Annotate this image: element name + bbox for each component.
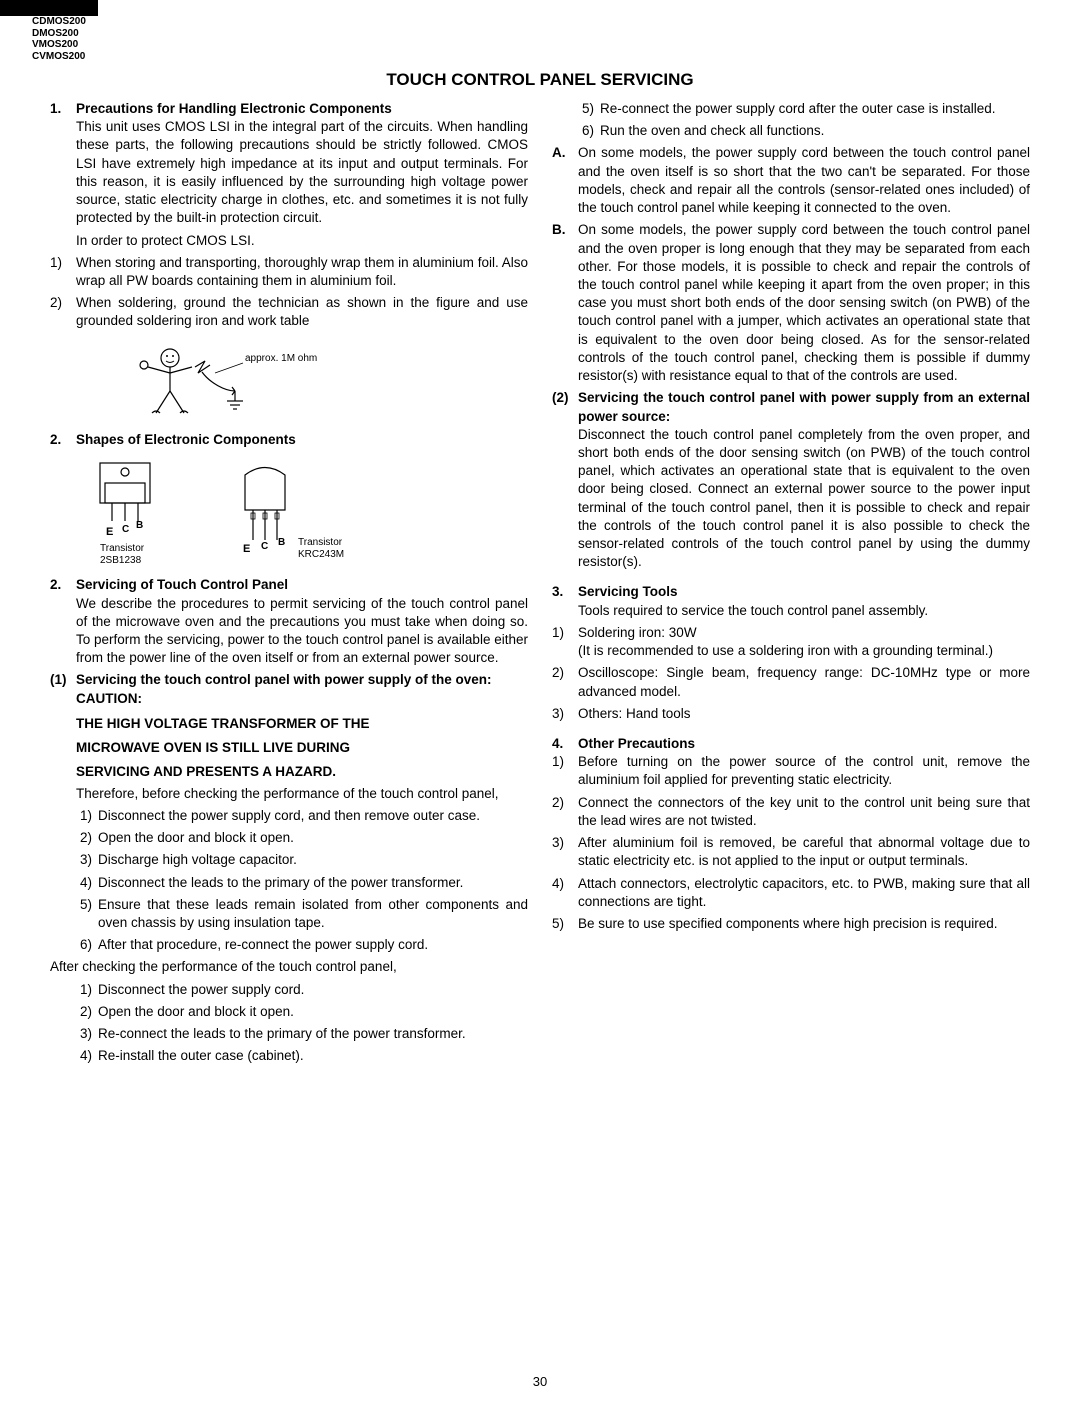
s4-li6-num: 6)	[76, 936, 98, 958]
sec1-li2-num: 2)	[50, 294, 76, 334]
rs3-li1-num: 1)	[552, 624, 578, 664]
sec1-p1: This unit uses CMOS LSI in the integral …	[76, 118, 528, 227]
sec4-p1: Therefore, before checking the performan…	[50, 785, 528, 803]
s4-li1-num: 1)	[76, 807, 98, 829]
sec4-head: Servicing the touch control panel with p…	[76, 671, 528, 689]
svg-text:E: E	[243, 543, 250, 555]
rs4-li1-num: 1)	[552, 753, 578, 793]
warn1: THE HIGH VOLTAGE TRANSFORMER OF THE	[50, 712, 528, 736]
rs3-li3: Others: Hand tools	[578, 705, 1030, 723]
rs4-li4: Attach connectors, electrolytic capacito…	[578, 875, 1030, 911]
sec4-p2: After checking the performance of the to…	[50, 958, 528, 976]
s4-li6: After that procedure, re-connect the pow…	[98, 936, 528, 954]
rA-num: A.	[552, 144, 578, 221]
rA-text: On some models, the power supply cord be…	[578, 144, 1030, 217]
model-4: CVMOS200	[32, 51, 86, 63]
header-black-box	[0, 0, 98, 16]
s4-li10-num: 4)	[76, 1047, 98, 1069]
s4-li9: Re-connect the leads to the primary of t…	[98, 1025, 528, 1043]
sec3-head: Servicing of Touch Control Panel	[76, 576, 528, 594]
s4-li2-num: 2)	[76, 829, 98, 851]
content-columns: 1. Precautions for Handling Electronic C…	[50, 100, 1030, 1070]
s4-li9-num: 3)	[76, 1025, 98, 1047]
sec2-num: 2.	[50, 431, 76, 449]
sec1-p2: In order to protect CMOS LSI.	[76, 232, 528, 250]
r-li6: Run the oven and check all functions.	[600, 122, 1030, 140]
left-column: 1. Precautions for Handling Electronic C…	[50, 100, 528, 1070]
right-column: 5)Re-connect the power supply cord after…	[552, 100, 1030, 1070]
svg-text:Transistor: Transistor	[100, 543, 145, 554]
s4-li4-num: 4)	[76, 874, 98, 896]
technician-figure: approx. 1M ohm	[110, 343, 528, 423]
components-figure: E C B Transistor 2SB1238 E C B Transisto…	[80, 455, 528, 570]
rs4-li2-num: 2)	[552, 794, 578, 834]
model-numbers: CDMOS200 DMOS200 VMOS200 CVMOS200	[32, 16, 86, 62]
s4-li3: Discharge high voltage capacitor.	[98, 851, 528, 869]
model-2: DMOS200	[32, 28, 86, 40]
svg-text:B: B	[136, 520, 143, 531]
rB-text: On some models, the power supply cord be…	[578, 221, 1030, 385]
svg-text:C: C	[122, 524, 129, 535]
page-number: 30	[0, 1374, 1080, 1389]
rs4-li4-num: 4)	[552, 875, 578, 915]
page-title: TOUCH CONTROL PANEL SERVICING	[50, 70, 1030, 90]
rs4-li3: After aluminium foil is removed, be care…	[578, 834, 1030, 870]
rs3-li3-num: 3)	[552, 705, 578, 727]
r3-head: Servicing the touch control panel with p…	[578, 389, 1030, 425]
svg-text:C: C	[261, 541, 268, 552]
svg-text:Transistor: Transistor	[298, 537, 343, 548]
rs4-li5-num: 5)	[552, 915, 578, 937]
sec4-num: (1)	[50, 671, 76, 689]
svg-text:2SB1238: 2SB1238	[100, 555, 142, 565]
rs4-num: 4.	[552, 735, 578, 753]
r-li5-num: 5)	[578, 100, 600, 122]
rs3-p1: Tools required to service the touch cont…	[552, 602, 1030, 620]
rB-num: B.	[552, 221, 578, 389]
s4-li5: Ensure that these leads remain isolated …	[98, 896, 528, 932]
svg-text:KRC243M: KRC243M	[298, 549, 344, 560]
sec1-li1: When storing and transporting, thoroughl…	[76, 254, 528, 290]
svg-text:B: B	[278, 537, 285, 548]
rs4-li2: Connect the connectors of the key unit t…	[578, 794, 1030, 830]
sec1-num: 1.	[50, 100, 76, 254]
warn3: SERVICING AND PRESENTS A HAZARD.	[50, 760, 528, 784]
model-3: VMOS200	[32, 39, 86, 51]
s4-li3-num: 3)	[76, 851, 98, 873]
caution-label: CAUTION:	[50, 690, 528, 708]
sec1-head: Precautions for Handling Electronic Comp…	[76, 100, 528, 118]
fig1-label: approx. 1M ohm	[245, 353, 317, 364]
sec3-p1: We describe the procedures to permit ser…	[76, 595, 528, 668]
s4-li1: Disconnect the power supply cord, and th…	[98, 807, 528, 825]
model-1: CDMOS200	[32, 16, 86, 28]
rs4-li5: Be sure to use specified components wher…	[578, 915, 1030, 933]
s4-li7: Disconnect the power supply cord.	[98, 981, 528, 999]
s4-li10: Re-install the outer case (cabinet).	[98, 1047, 528, 1065]
sec3-num: 2.	[50, 576, 76, 671]
rs3-li2: Oscilloscope: Single beam, frequency ran…	[578, 664, 1030, 700]
rs3-li1b: (It is recommended to use a soldering ir…	[578, 642, 1030, 660]
s4-li7-num: 1)	[76, 981, 98, 1003]
r-li6-num: 6)	[578, 122, 600, 144]
rs4-li3-num: 3)	[552, 834, 578, 874]
sec1-li1-num: 1)	[50, 254, 76, 294]
rs3-head: Servicing Tools	[578, 583, 1030, 601]
rs3-num: 3.	[552, 583, 578, 601]
s4-li4: Disconnect the leads to the primary of t…	[98, 874, 528, 892]
sec2-head: Shapes of Electronic Components	[76, 431, 528, 449]
r3-p1: Disconnect the touch control panel compl…	[552, 426, 1030, 572]
s4-li2: Open the door and block it open.	[98, 829, 528, 847]
rs4-head: Other Precautions	[578, 735, 1030, 753]
svg-text:E: E	[106, 526, 113, 538]
r-li5: Re-connect the power supply cord after t…	[600, 100, 1030, 118]
sec1-li2: When soldering, ground the technician as…	[76, 294, 528, 330]
rs4-li1: Before turning on the power source of th…	[578, 753, 1030, 789]
warn2: MICROWAVE OVEN IS STILL LIVE DURING	[50, 736, 528, 760]
r3-num: (2)	[552, 389, 578, 425]
s4-li8: Open the door and block it open.	[98, 1003, 528, 1021]
s4-li8-num: 2)	[76, 1003, 98, 1025]
s4-li5-num: 5)	[76, 896, 98, 936]
rs3-li1a: Soldering iron: 30W	[578, 624, 1030, 642]
rs3-li2-num: 2)	[552, 664, 578, 704]
